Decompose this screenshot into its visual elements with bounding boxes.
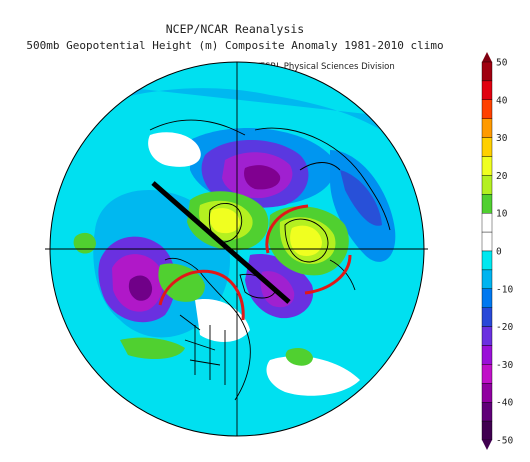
colorbar-bin bbox=[481, 194, 493, 214]
ridge-arc-europe bbox=[265, 204, 309, 254]
coastline bbox=[299, 162, 341, 171]
anomaly-contour bbox=[290, 225, 322, 256]
colorbar-tick-label: -30 bbox=[496, 360, 513, 371]
title-line-2: 500mb Geopotential Height (m) Composite … bbox=[26, 39, 444, 52]
colorbar-labels: 50 40 30 20 10 0 -10 -20 -30 -40 -50 bbox=[496, 58, 513, 447]
colorbar-bin bbox=[481, 156, 493, 176]
trough-axis-line bbox=[151, 181, 291, 304]
anomaly-contour bbox=[266, 356, 360, 396]
anomaly-contour bbox=[73, 232, 96, 254]
colorbar-bin bbox=[481, 364, 493, 384]
polar-map bbox=[45, 61, 428, 437]
colorbar-bins bbox=[481, 61, 493, 441]
colorbar-tick-label: 30 bbox=[496, 133, 508, 144]
coastline bbox=[149, 119, 246, 136]
ridge-arc-europe bbox=[304, 254, 352, 295]
anomaly-contour bbox=[210, 208, 240, 234]
colorbar-bin bbox=[481, 288, 493, 308]
colorbar-tick-label: -50 bbox=[496, 436, 513, 447]
colorbar-bin bbox=[481, 269, 493, 289]
colorbar-bin bbox=[481, 420, 493, 441]
anomaly-contour bbox=[285, 347, 313, 366]
anomaly-contour bbox=[244, 165, 281, 190]
colorbar-tick-label: -20 bbox=[496, 322, 513, 333]
colorbar-tick-label: 50 bbox=[496, 58, 508, 69]
colorbar-bin bbox=[481, 137, 493, 157]
colorbar-bin bbox=[481, 80, 493, 100]
colorbar-bin bbox=[481, 307, 493, 327]
map-grid bbox=[45, 61, 428, 437]
colorbar-bin bbox=[481, 212, 493, 233]
anomaly-contour bbox=[148, 132, 201, 167]
colorbar-arrow-bottom bbox=[482, 440, 492, 450]
anomaly-contour bbox=[195, 299, 250, 342]
colorbar-bin bbox=[481, 61, 493, 82]
coastline-europe bbox=[284, 218, 329, 263]
anomaly-contour bbox=[340, 170, 382, 226]
colorbar-bin bbox=[481, 118, 493, 138]
colorbar-arrow-top bbox=[482, 52, 492, 62]
colorbar-tick-label: 20 bbox=[496, 171, 508, 182]
colorbar-bin bbox=[481, 99, 493, 119]
colorbar-tick-label: 0 bbox=[496, 247, 502, 258]
state-lines bbox=[194, 325, 226, 385]
colorbar-tick-label: -10 bbox=[496, 284, 513, 295]
coastline bbox=[254, 127, 391, 231]
colorbar-bin bbox=[481, 231, 493, 252]
colorbar: 50 40 30 20 10 0 -10 -20 -30 -40 -50 bbox=[481, 52, 513, 450]
colorbar-bin bbox=[481, 345, 493, 365]
colorbar-tick-label: -40 bbox=[496, 398, 513, 409]
colorbar-bin bbox=[481, 250, 493, 271]
credit-label: NOAA/ESRL Physical Sciences Division bbox=[232, 62, 395, 72]
colorbar-bin bbox=[481, 383, 493, 403]
colorbar-tick-label: 40 bbox=[496, 95, 508, 106]
title-line-1: NCEP/NCAR Reanalysis bbox=[165, 22, 305, 36]
colorbar-bin bbox=[481, 175, 493, 195]
ridge-arc-america bbox=[158, 269, 245, 321]
colorbar-bin bbox=[481, 326, 493, 346]
coastline-north-america bbox=[164, 257, 251, 401]
map-boundary bbox=[49, 61, 425, 437]
colorbar-bin bbox=[481, 402, 493, 422]
anomaly-contour bbox=[128, 275, 153, 301]
anomaly-contour bbox=[120, 337, 185, 360]
colorbar-tick-label: 10 bbox=[496, 209, 508, 220]
